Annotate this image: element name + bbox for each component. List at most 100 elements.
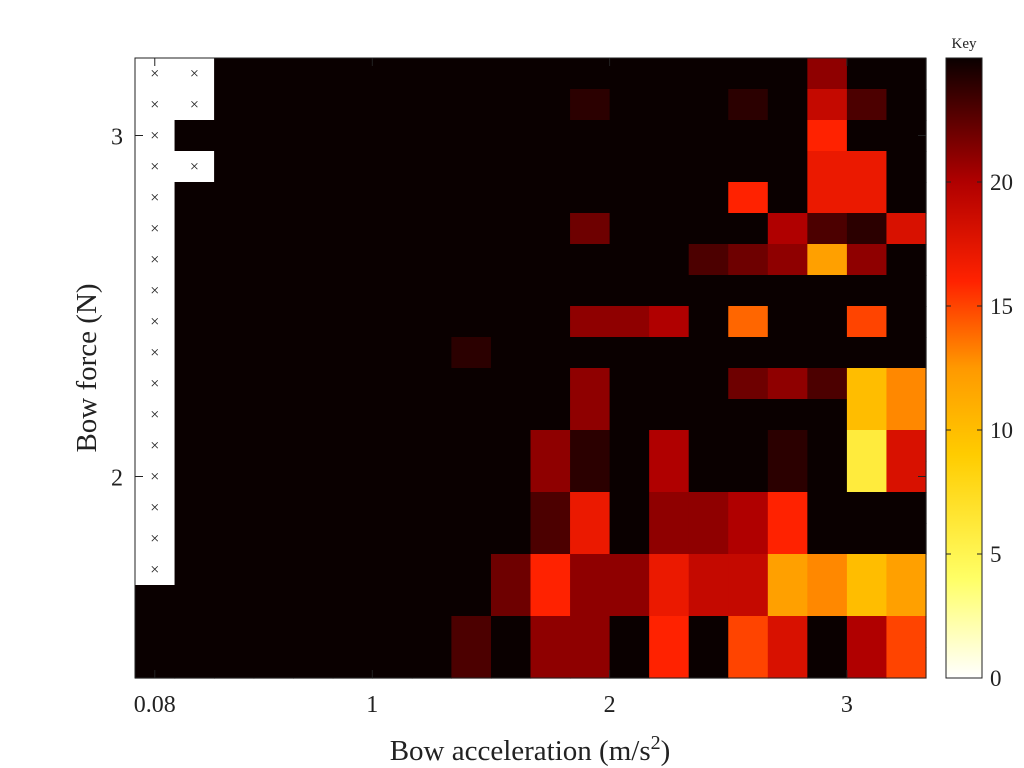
heatmap-cell (886, 89, 927, 121)
heatmap-cell (214, 182, 255, 214)
heatmap-cell (609, 430, 650, 462)
heatmap-cell (253, 337, 294, 369)
heatmap-cell (490, 430, 532, 462)
heatmap-cell (530, 554, 571, 586)
heatmap-cell (807, 337, 848, 369)
heatmap-cell (174, 182, 215, 214)
heatmap-cell (767, 120, 808, 152)
heatmap-cell (767, 461, 808, 493)
heatmap-cell (807, 523, 848, 555)
heatmap-cell (451, 58, 492, 90)
heatmap-cell (609, 306, 650, 338)
heatmap-cell-missing (135, 492, 176, 524)
heatmap-cell (688, 120, 729, 152)
heatmap-cell (214, 368, 255, 400)
heatmap-cell (886, 368, 927, 400)
heatmap-cell (688, 275, 729, 307)
heatmap-cell (372, 492, 413, 524)
heatmap-cell (807, 306, 848, 338)
heatmap-cell (332, 647, 373, 679)
heatmap-cell-missing (135, 554, 176, 586)
heatmap-cell (411, 213, 452, 245)
y-axis-ticks: 321 (111, 125, 926, 492)
heatmap-cell (253, 213, 294, 245)
heatmap-cell (609, 182, 650, 214)
heatmap-cell (767, 585, 808, 617)
heatmap-cell (767, 523, 808, 555)
heatmap-cell (214, 213, 255, 245)
missing-data-marker: × (190, 97, 199, 114)
heatmap-cell (530, 120, 571, 152)
heatmap-cell (411, 244, 452, 276)
heatmap-cell (372, 585, 413, 617)
heatmap-cell-missing (135, 244, 176, 276)
heatmap-cell (411, 182, 452, 214)
heatmap-cell (609, 461, 650, 493)
missing-data-markers: × × × × × × × × × × × × × × × × × × × × (150, 66, 199, 579)
heatmap-cell-missing (135, 275, 176, 307)
heatmap-cell (490, 399, 532, 431)
heatmap-cell (886, 399, 927, 431)
heatmap-cell (846, 523, 888, 555)
heatmap-cell (530, 523, 571, 555)
heatmap-cell (570, 430, 611, 462)
heatmap-cell (372, 430, 413, 462)
heatmap-cell (530, 306, 571, 338)
heatmap-cell (728, 58, 769, 90)
heatmap-cell (649, 461, 690, 493)
heatmap-cell (570, 368, 611, 400)
heatmap-cell (490, 368, 532, 400)
heatmap-cell (609, 647, 650, 679)
heatmap-cell (490, 523, 532, 555)
heatmap-cell (688, 213, 729, 245)
heatmap-cell (372, 182, 413, 214)
heatmap-cell (332, 554, 373, 586)
heatmap-cell (728, 368, 769, 400)
heatmap-cell (530, 151, 571, 183)
heatmap-cell (411, 647, 452, 679)
heatmap-cell (649, 554, 690, 586)
heatmap-cell (530, 399, 571, 431)
heatmap-cell (609, 213, 650, 245)
heatmap-cell (332, 58, 373, 90)
heatmap-cell (174, 554, 215, 586)
missing-data-marker: × (150, 128, 159, 145)
heatmap-cell (649, 647, 690, 679)
heatmap-cell (530, 368, 571, 400)
heatmap-cell (372, 244, 413, 276)
heatmap-cell (807, 368, 848, 400)
heatmap-cell (649, 368, 690, 400)
heatmap-cell (688, 399, 729, 431)
heatmap-cell (688, 616, 729, 648)
heatmap-cell (649, 89, 690, 121)
heatmap-cell (728, 306, 769, 338)
heatmap-cell (570, 523, 611, 555)
missing-data-marker: × (150, 438, 159, 455)
heatmap-cell (609, 616, 650, 648)
heatmap-cell (214, 275, 255, 307)
heatmap-cell (570, 213, 611, 245)
heatmap-cell (728, 213, 769, 245)
heatmap-cell (728, 616, 769, 648)
heatmap-cell (411, 151, 452, 183)
heatmap-cell (728, 647, 769, 679)
heatmap-cell (293, 58, 334, 90)
heatmap-cell (530, 337, 571, 369)
heatmap-cell (293, 368, 334, 400)
heatmap-cell (886, 58, 927, 90)
heatmap-cell (649, 616, 690, 648)
heatmap-cell-missing (135, 368, 176, 400)
heatmap-cell (372, 523, 413, 555)
heatmap-cell (174, 461, 215, 493)
heatmap-cell (451, 616, 492, 648)
heatmap-cell (846, 616, 888, 648)
x-axis-label-superscript: 2 (651, 732, 661, 754)
heatmap-cell (293, 399, 334, 431)
missing-data-marker: × (150, 159, 159, 176)
heatmap-cell (807, 647, 848, 679)
heatmap-cell (688, 89, 729, 121)
heatmap-cell (332, 120, 373, 152)
heatmap-cell (332, 306, 373, 338)
heatmap-cell (846, 89, 888, 121)
heatmap-cell (135, 585, 176, 617)
